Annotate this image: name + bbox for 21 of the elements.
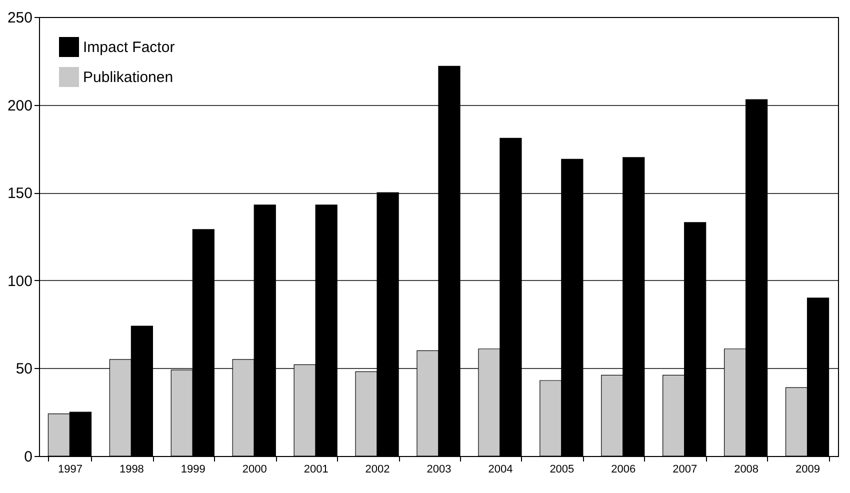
y-tick-label: 250 (7, 10, 32, 26)
y-tick-label: 50 (16, 360, 32, 378)
y-tick-label: 150 (7, 185, 32, 202)
y-tick-label: 0 (24, 448, 32, 466)
x-tick-label: 2002 (365, 464, 390, 476)
x-tick-label: 2000 (242, 464, 267, 476)
y-tick-label: 200 (7, 97, 32, 114)
x-tick-label: 2004 (488, 464, 513, 476)
x-tick-label: 1997 (58, 464, 82, 476)
legend-label: Impact Factor (83, 39, 175, 56)
x-tick-label: 2009 (796, 464, 820, 476)
x-tick-label: 2006 (611, 464, 636, 476)
x-tick-label: 1998 (119, 464, 144, 476)
x-tick-label: 2008 (734, 464, 759, 476)
legend-label: Publikationen (83, 69, 174, 86)
x-tick-label: 2007 (672, 464, 698, 476)
x-tick-label: 2005 (550, 464, 574, 476)
x-tick-label: 2001 (304, 464, 328, 476)
y-tick-label: 100 (7, 272, 32, 290)
x-tick-label: 2003 (426, 464, 452, 476)
x-tick-label: 1999 (180, 464, 206, 476)
